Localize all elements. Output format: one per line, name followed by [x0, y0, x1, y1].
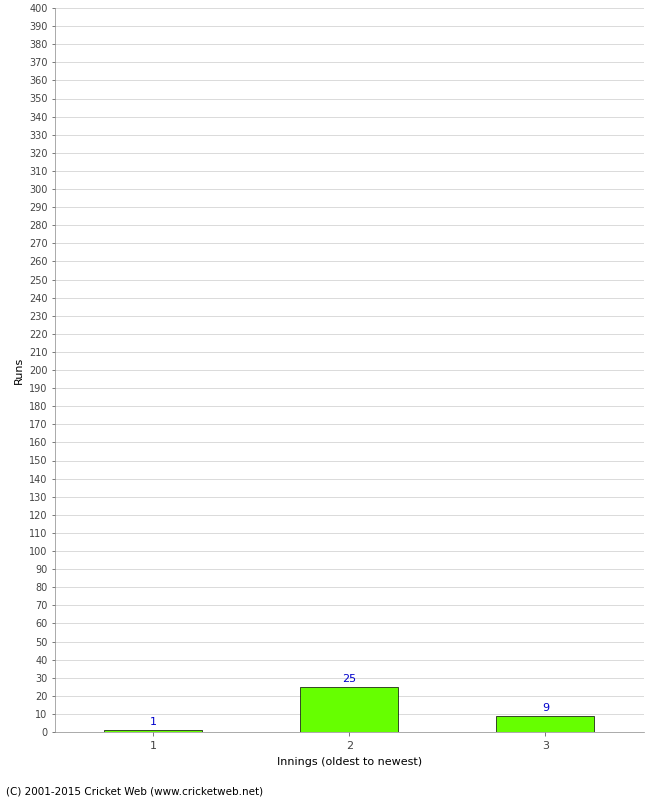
Text: 1: 1: [150, 718, 157, 727]
Y-axis label: Runs: Runs: [14, 356, 23, 384]
Bar: [104, 730, 202, 732]
X-axis label: Innings (oldest to newest): Innings (oldest to newest): [277, 757, 422, 766]
Text: 25: 25: [343, 674, 356, 684]
Bar: [497, 716, 595, 732]
Text: (C) 2001-2015 Cricket Web (www.cricketweb.net): (C) 2001-2015 Cricket Web (www.cricketwe…: [6, 786, 264, 796]
Text: 9: 9: [542, 703, 549, 713]
Bar: [300, 686, 398, 732]
